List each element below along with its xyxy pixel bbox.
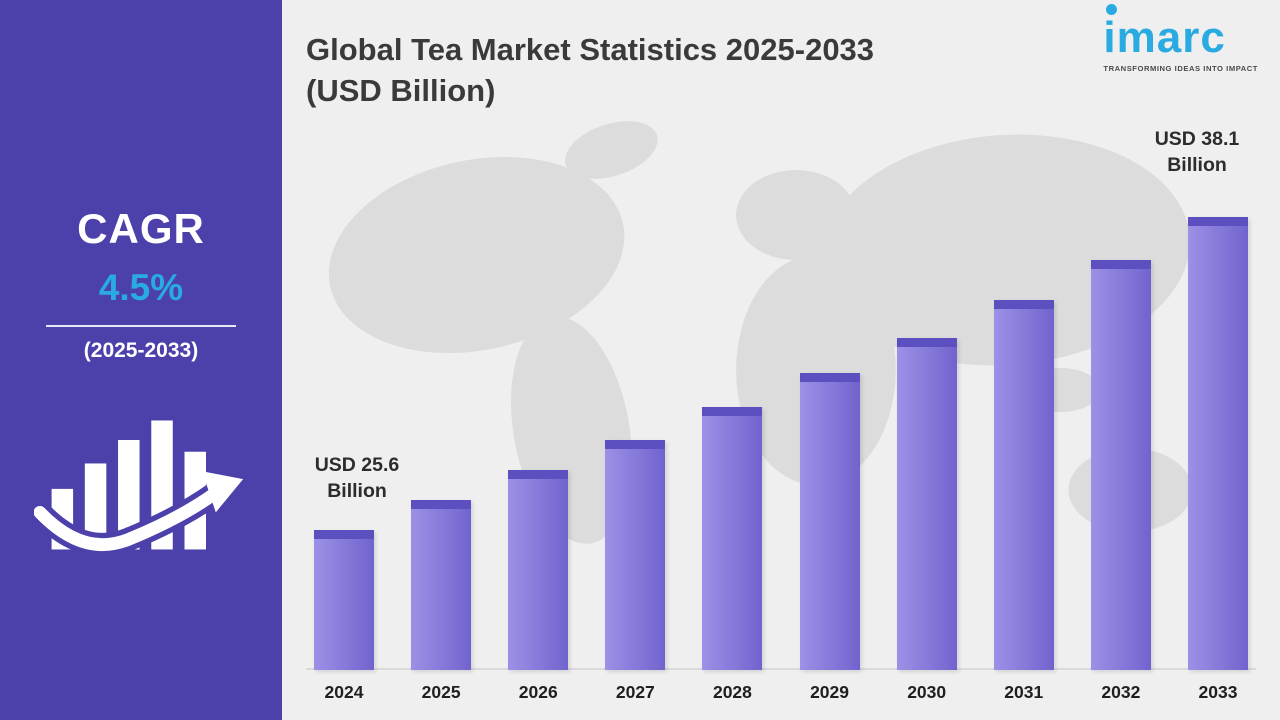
bar-2025 (411, 500, 472, 670)
bar-2032 (1090, 260, 1151, 670)
bar-top-cap (508, 470, 569, 479)
bar-slot-2027: 2027 (603, 440, 667, 702)
bar-slot-2025: 2025 (409, 500, 473, 702)
bar-slot-2029: 2029 (798, 373, 862, 702)
chart-baseline (306, 668, 1256, 670)
bar-top-cap (314, 530, 374, 539)
bar-year-label-2033: 2033 (1198, 682, 1238, 702)
main-panel: Global Tea Market Statistics 2025-2033 (… (282, 0, 1280, 720)
logo-dot-icon (1106, 4, 1118, 15)
bar-slot-2028: 2028 (700, 407, 764, 702)
bar-year-label-2028: 2028 (712, 682, 752, 702)
bar-year-label-2030: 2030 (907, 682, 947, 702)
bar-top-cap (1187, 217, 1248, 226)
bar-2024 (314, 530, 374, 670)
bar-year-label-2027: 2027 (615, 682, 655, 702)
bar-slot-2032: 2032 (1089, 260, 1153, 702)
bar-slot-2033: 2033 (1186, 217, 1250, 702)
cagr-value: 4.5% (98, 267, 184, 308)
imarc-logo: imarc TRANSFORMING IDEAS INTO IMPACT (1103, 4, 1258, 73)
logo-wordmark: imarc (1103, 4, 1258, 60)
page-title: Global Tea Market Statistics 2025-2033 (… (306, 30, 1016, 112)
bar-year-label-2026: 2026 (518, 682, 558, 702)
logo-tagline: TRANSFORMING IDEAS INTO IMPACT (1103, 64, 1258, 73)
divider (46, 325, 236, 327)
bar-year-label-2031: 2031 (1004, 682, 1044, 702)
bar-slot-2026: 2026 (506, 470, 570, 702)
cagr-period: (2025-2033) (83, 339, 199, 362)
bar-2028 (702, 407, 763, 670)
cagr-label: CAGR (77, 205, 205, 252)
bar-2027 (605, 440, 666, 670)
growth-bars-arrow-icon (30, 401, 249, 566)
bar-2029 (799, 373, 860, 670)
title-line-2: (USD Billion) (306, 72, 496, 108)
bar-slot-2024: 2024 (312, 530, 376, 702)
bar-year-label-2024: 2024 (324, 682, 364, 702)
bar-slot-2031: 2031 (992, 300, 1056, 702)
bar-slot-2030: 2030 (895, 338, 959, 702)
bar-2033 (1187, 217, 1248, 670)
world-map-background (328, 121, 1193, 544)
bar-year-label-2029: 2029 (810, 682, 850, 702)
bar-top-cap (993, 300, 1054, 309)
bar-top-cap (799, 373, 860, 382)
sidebar: CAGR 4.5% (2025-2033) (0, 0, 282, 720)
bar-top-cap (896, 338, 957, 347)
bar-top-cap (1090, 260, 1151, 269)
bar-2030 (896, 338, 957, 670)
bar-2026 (508, 470, 569, 670)
bar-top-cap (702, 407, 763, 416)
bar-2031 (993, 300, 1054, 670)
bar-year-label-2025: 2025 (421, 682, 461, 702)
first-bar-value-label: USD 25.6 Billion (314, 454, 400, 503)
bar-chart: 2024 2025 2026 2027 2028 2029 2030 2031 2032 2033 (306, 52, 1256, 702)
bar-year-label-2032: 2032 (1101, 682, 1141, 702)
bar-top-cap (605, 440, 666, 449)
last-bar-value-label: USD 38.1 Billion (1154, 128, 1240, 177)
bar-top-cap (411, 500, 472, 509)
title-line-1: Global Tea Market Statistics 2025-2033 (306, 32, 875, 67)
